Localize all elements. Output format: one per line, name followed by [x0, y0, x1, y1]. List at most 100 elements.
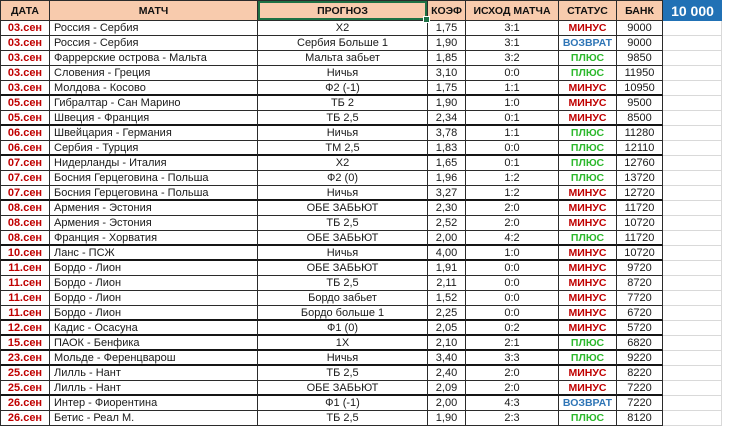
cell-empty[interactable]	[663, 186, 722, 201]
cell-match[interactable]: Армения - Эстония	[50, 216, 258, 231]
cell-coef[interactable]: 3,27	[428, 186, 466, 201]
cell-coef[interactable]: 1,52	[428, 291, 466, 306]
cell-bank[interactable]: 6720	[617, 306, 663, 321]
cell-outcome[interactable]: 0:0	[466, 261, 559, 276]
cell-coef[interactable]: 2,40	[428, 366, 466, 381]
cell-outcome[interactable]: 0:0	[466, 276, 559, 291]
cell-bank[interactable]: 10950	[617, 81, 663, 96]
selection-fill-handle[interactable]	[423, 16, 430, 23]
cell-match[interactable]: Фаррерские острова - Мальта	[50, 51, 258, 66]
cell-coef[interactable]: 1,75	[428, 81, 466, 96]
cell-status[interactable]: МИНУС	[559, 321, 617, 336]
cell-outcome[interactable]: 0:0	[466, 306, 559, 321]
cell-date[interactable]: 07.сен	[0, 171, 50, 186]
cell-coef[interactable]: 1,65	[428, 156, 466, 171]
cell-date[interactable]: 06.сен	[0, 126, 50, 141]
header-cell-coef[interactable]: КОЭФ	[428, 0, 466, 21]
cell-date[interactable]: 11.сен	[0, 276, 50, 291]
cell-date[interactable]: 12.сен	[0, 321, 50, 336]
cell-prognosis[interactable]: Ф1 (0)	[258, 321, 428, 336]
cell-match[interactable]: Босния Герцеговина - Польша	[50, 171, 258, 186]
cell-prognosis[interactable]: Ничья	[258, 351, 428, 366]
cell-empty[interactable]	[663, 216, 722, 231]
cell-match[interactable]: Мольде - Ференцварош	[50, 351, 258, 366]
cell-status[interactable]: МИНУС	[559, 276, 617, 291]
cell-match[interactable]: Россия - Сербия	[50, 36, 258, 51]
cell-match[interactable]: Ланс - ПСЖ	[50, 246, 258, 261]
cell-bank[interactable]: 12760	[617, 156, 663, 171]
cell-bank[interactable]: 8120	[617, 411, 663, 426]
cell-match[interactable]: Россия - Сербия	[50, 21, 258, 36]
cell-match[interactable]: Интер - Фиорентина	[50, 396, 258, 411]
cell-date[interactable]: 11.сен	[0, 261, 50, 276]
cell-empty[interactable]	[663, 306, 722, 321]
cell-match[interactable]: Лилль - Нант	[50, 381, 258, 396]
cell-outcome[interactable]: 4:2	[466, 231, 559, 246]
cell-outcome[interactable]: 3:3	[466, 351, 559, 366]
cell-bank[interactable]: 8500	[617, 111, 663, 126]
cell-date[interactable]: 07.сен	[0, 156, 50, 171]
cell-outcome[interactable]: 0:1	[466, 156, 559, 171]
cell-empty[interactable]	[663, 81, 722, 96]
cell-status[interactable]: МИНУС	[559, 21, 617, 36]
cell-coef[interactable]: 2,34	[428, 111, 466, 126]
cell-date[interactable]: 05.сен	[0, 96, 50, 111]
cell-prognosis[interactable]: ОБЕ ЗАБЬЮТ	[258, 201, 428, 216]
cell-date[interactable]: 03.сен	[0, 81, 50, 96]
cell-date[interactable]: 03.сен	[0, 36, 50, 51]
cell-outcome[interactable]: 1:2	[466, 186, 559, 201]
cell-outcome[interactable]: 0:1	[466, 111, 559, 126]
cell-coef[interactable]: 3,40	[428, 351, 466, 366]
cell-status[interactable]: МИНУС	[559, 96, 617, 111]
cell-status[interactable]: ПЛЮС	[559, 51, 617, 66]
cell-prognosis[interactable]: Ф2 (0)	[258, 171, 428, 186]
cell-date[interactable]: 08.сен	[0, 231, 50, 246]
cell-bank[interactable]: 12720	[617, 186, 663, 201]
cell-prognosis[interactable]: Ничья	[258, 186, 428, 201]
cell-match[interactable]: Армения - Эстония	[50, 201, 258, 216]
cell-empty[interactable]	[663, 396, 722, 411]
cell-outcome[interactable]: 1:1	[466, 126, 559, 141]
cell-coef[interactable]: 1,90	[428, 36, 466, 51]
cell-outcome[interactable]: 2:0	[466, 216, 559, 231]
cell-prognosis[interactable]: Ф2 (-1)	[258, 81, 428, 96]
cell-empty[interactable]	[663, 111, 722, 126]
cell-status[interactable]: ВОЗВРАТ	[559, 396, 617, 411]
cell-prognosis[interactable]: Бордо больше 1	[258, 306, 428, 321]
cell-empty[interactable]	[663, 36, 722, 51]
cell-empty[interactable]	[663, 156, 722, 171]
cell-status[interactable]: МИНУС	[559, 246, 617, 261]
cell-date[interactable]: 11.сен	[0, 291, 50, 306]
cell-status[interactable]: МИНУС	[559, 186, 617, 201]
cell-outcome[interactable]: 3:1	[466, 36, 559, 51]
cell-status[interactable]: МИНУС	[559, 81, 617, 96]
cell-outcome[interactable]: 1:1	[466, 81, 559, 96]
cell-status[interactable]: МИНУС	[559, 216, 617, 231]
header-cell-match[interactable]: МАТЧ	[50, 0, 258, 21]
cell-match[interactable]: Бордо - Лион	[50, 261, 258, 276]
cell-prognosis[interactable]: ТБ 2,5	[258, 411, 428, 426]
cell-prognosis[interactable]: ТБ 2,5	[258, 111, 428, 126]
cell-prognosis[interactable]: ОБЕ ЗАБЬЮТ	[258, 261, 428, 276]
cell-coef[interactable]: 2,09	[428, 381, 466, 396]
cell-prognosis[interactable]: ТБ 2,5	[258, 216, 428, 231]
cell-match[interactable]: ПАОК - Бенфика	[50, 336, 258, 351]
cell-bank[interactable]: 11720	[617, 201, 663, 216]
cell-bank[interactable]: 9000	[617, 36, 663, 51]
cell-prognosis[interactable]: 1Х	[258, 336, 428, 351]
cell-empty[interactable]	[663, 171, 722, 186]
cell-coef[interactable]: 1,90	[428, 411, 466, 426]
cell-match[interactable]: Босния Герцеговина - Польша	[50, 186, 258, 201]
cell-prognosis[interactable]: Ничья	[258, 246, 428, 261]
cell-coef[interactable]: 1,90	[428, 96, 466, 111]
cell-status[interactable]: ПЛЮС	[559, 126, 617, 141]
cell-prognosis[interactable]: Х2	[258, 156, 428, 171]
cell-coef[interactable]: 3,78	[428, 126, 466, 141]
cell-status[interactable]: ПЛЮС	[559, 141, 617, 156]
cell-empty[interactable]	[663, 276, 722, 291]
cell-coef[interactable]: 1,96	[428, 171, 466, 186]
cell-coef[interactable]: 1,85	[428, 51, 466, 66]
cell-coef[interactable]: 2,11	[428, 276, 466, 291]
cell-status[interactable]: ПЛЮС	[559, 336, 617, 351]
cell-coef[interactable]: 1,83	[428, 141, 466, 156]
